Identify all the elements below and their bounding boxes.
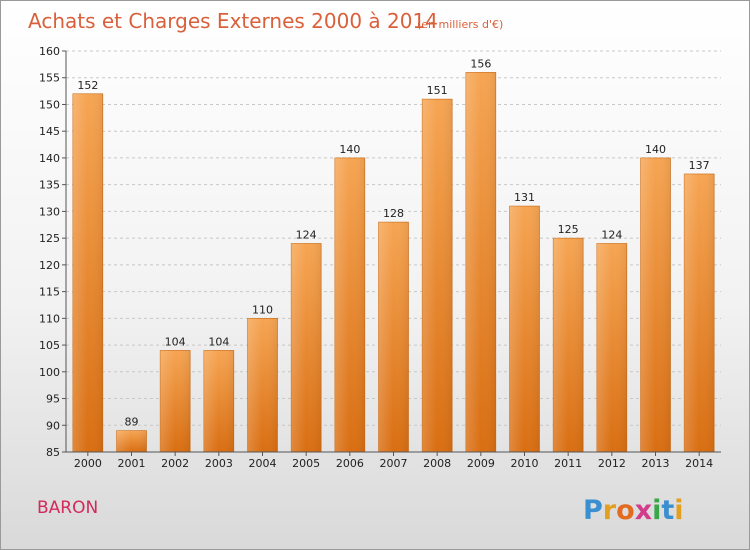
x-tick-label: 2013 [642,457,670,470]
x-tick-label: 2004 [249,457,277,470]
bar-shade [247,318,278,452]
bar-shade [422,99,453,453]
bar-shade [684,173,715,452]
bar-value-label: 140 [339,143,360,156]
x-tick-label: 2011 [554,457,582,470]
proxiti-logo: Proxiti [583,495,684,526]
logo-letter-i2: i [674,495,683,526]
y-tick-label: 115 [39,286,60,299]
bar-shade [596,243,627,452]
bar-value-label: 124 [296,228,317,241]
x-tick-label: 2008 [423,457,451,470]
bar-value-label: 124 [601,228,622,241]
y-tick-label: 145 [39,125,60,138]
x-tick-label: 2010 [511,457,539,470]
x-tick-label: 2014 [685,457,713,470]
logo-letter-x: x [635,495,652,526]
y-tick-label: 150 [39,98,60,111]
commune-name: BARON [37,498,98,518]
x-tick-label: 2006 [336,457,364,470]
y-tick-label: 90 [46,419,60,432]
x-tick-label: 2001 [118,457,146,470]
y-tick-label: 110 [39,312,60,325]
logo-letter-t: t [661,495,674,526]
y-tick-label: 120 [39,259,60,272]
y-tick-label: 125 [39,232,60,245]
bars: 152 89 104 104 110 124 140 128 151 156 131 125 124 14… [72,57,715,453]
x-tick-label: 2009 [467,457,495,470]
bar-value-label: 104 [165,335,186,348]
bar-shade [465,72,496,453]
y-axis-ticks: 85 90 95 100 105 110 115 120 125 130 135 140 145 150 1… [39,45,66,459]
logo-letter-i: i [652,495,661,526]
x-tick-label: 2003 [205,457,233,470]
bar-shade [291,243,322,452]
bar-shade [378,222,409,452]
bar-value-label: 125 [558,223,579,236]
y-tick-label: 95 [46,393,60,406]
x-tick-label: 2000 [74,457,102,470]
chart-title: Achats et Charges Externes 2000 à 2014 [28,9,438,33]
x-tick-label: 2005 [292,457,320,470]
bar-shade [334,157,365,452]
bar-shade [160,350,191,452]
logo-letter-o: o [616,495,635,526]
bar-value-label: 137 [689,159,710,172]
bar-shade [640,157,671,452]
bar-value-label: 140 [645,143,666,156]
x-tick-label: 2002 [161,457,189,470]
bar-value-label: 156 [470,57,491,70]
bar-shade [203,350,234,452]
x-tick-label: 2012 [598,457,626,470]
bar-value-label: 151 [427,84,448,97]
bar-value-label: 89 [125,416,139,429]
bar-value-label: 110 [252,303,273,316]
bar-shade [509,206,540,452]
y-tick-label: 155 [39,72,60,85]
y-tick-label: 160 [39,45,60,58]
y-tick-label: 100 [39,366,60,379]
y-tick-label: 105 [39,339,60,352]
y-tick-label: 130 [39,205,60,218]
y-tick-label: 135 [39,179,60,192]
bar-shade [553,238,584,452]
chart-subtitle: (en milliers d'€) [417,18,503,31]
bar-shade [72,93,103,453]
bar-value-label: 128 [383,207,404,220]
bar-value-label: 131 [514,191,535,204]
bar-shade [116,430,147,452]
x-axis-ticks: 2000 2001 2002 2003 2004 2005 2006 2007 2008 2009… [74,452,713,470]
x-tick-label: 2007 [380,457,408,470]
logo-letter-p: P [583,495,603,526]
logo-letter-r: r [603,495,617,526]
y-tick-label: 140 [39,152,60,165]
bar-value-label: 104 [208,335,229,348]
y-tick-label: 85 [46,446,60,459]
bar-value-label: 152 [77,79,98,92]
